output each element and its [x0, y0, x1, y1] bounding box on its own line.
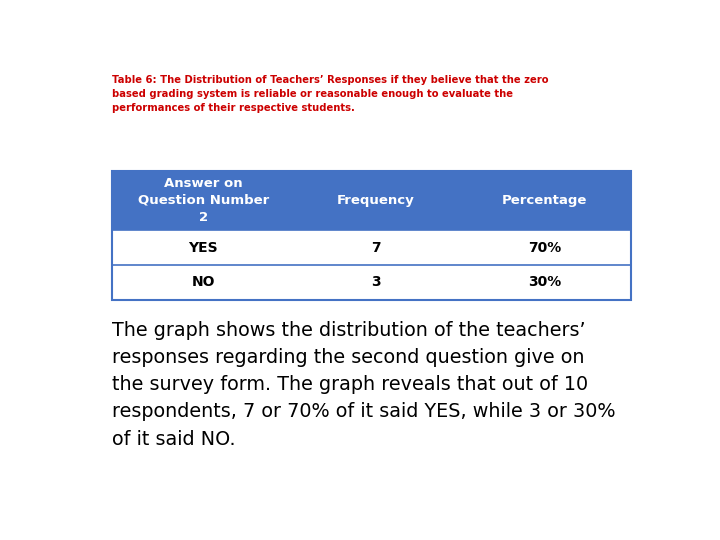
Text: Percentage: Percentage	[502, 194, 587, 207]
Text: 3: 3	[371, 275, 380, 289]
Text: Table 6: The Distribution of Teachers’ Responses if they believe that the zero
b: Table 6: The Distribution of Teachers’ R…	[112, 75, 549, 113]
FancyBboxPatch shape	[112, 230, 631, 265]
FancyBboxPatch shape	[112, 265, 631, 300]
Text: NO: NO	[192, 275, 215, 289]
FancyBboxPatch shape	[112, 171, 631, 230]
Text: 70%: 70%	[528, 240, 561, 254]
Text: Frequency: Frequency	[337, 194, 415, 207]
Text: Answer on
Question Number
2: Answer on Question Number 2	[138, 177, 269, 224]
Text: 30%: 30%	[528, 275, 561, 289]
Text: The graph shows the distribution of the teachers’
responses regarding the second: The graph shows the distribution of the …	[112, 321, 616, 449]
Text: YES: YES	[189, 240, 218, 254]
Text: 7: 7	[371, 240, 380, 254]
